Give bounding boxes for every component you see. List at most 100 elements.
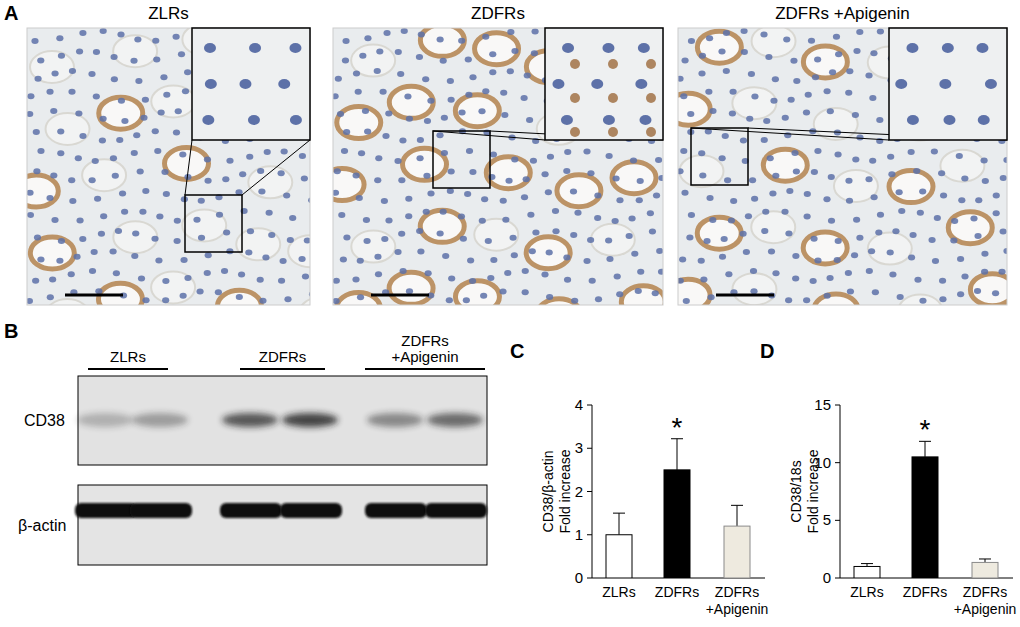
scale-bar <box>371 294 429 297</box>
image-frame <box>678 28 1007 305</box>
nucleus <box>810 236 817 242</box>
nucleus <box>131 253 138 259</box>
nucleus <box>785 297 792 303</box>
nucleus <box>583 258 590 264</box>
nucleus <box>406 288 413 294</box>
nucleus <box>829 69 836 75</box>
nucleus <box>333 93 339 99</box>
nucleus <box>381 236 388 242</box>
nucleus <box>376 48 383 54</box>
nucleus <box>27 111 33 117</box>
nucleus <box>823 196 830 202</box>
tubule <box>678 93 710 125</box>
nucleus <box>140 115 147 121</box>
nucleus <box>730 198 737 204</box>
inset-nucleus <box>278 79 290 89</box>
nucleus <box>27 298 33 304</box>
label-line: Fold increase <box>557 449 573 533</box>
nucleus <box>33 168 40 174</box>
nucleus <box>458 110 465 116</box>
nucleus <box>117 31 124 37</box>
tubule <box>697 217 741 249</box>
label: ZDFRs+Apigenin <box>954 584 1017 617</box>
nucleus <box>718 48 725 54</box>
tissue <box>678 28 1007 305</box>
inset-connector <box>433 131 545 140</box>
nucleus <box>552 228 559 234</box>
histology-image <box>27 28 310 305</box>
y-axis <box>840 405 841 578</box>
nucleus <box>865 176 872 182</box>
inset-nucleus <box>638 43 650 53</box>
nucleus <box>132 231 139 237</box>
error-bar <box>619 513 620 535</box>
nucleus <box>824 293 831 299</box>
label: 0 <box>823 569 831 586</box>
nucleus <box>706 35 713 41</box>
y-tick <box>587 491 592 492</box>
nucleus <box>678 278 684 284</box>
inset-stain <box>608 93 618 103</box>
inset-nucleus <box>943 115 955 125</box>
inset-source <box>185 195 242 252</box>
nucleus <box>380 89 387 95</box>
nucleus <box>730 89 737 95</box>
nucleus <box>301 175 308 181</box>
nucleus <box>950 238 957 244</box>
nucleus <box>98 231 105 237</box>
nucleus <box>828 218 835 224</box>
label: ZLRs <box>602 584 635 600</box>
nucleus <box>158 110 165 116</box>
nucleus <box>382 133 389 139</box>
tubule <box>751 211 795 243</box>
nucleus <box>532 230 539 236</box>
error-cap <box>731 505 743 506</box>
nucleus <box>866 268 873 274</box>
actin-band <box>280 503 342 518</box>
nucleus <box>51 70 58 76</box>
label-line: ZDFRs <box>963 584 1007 600</box>
nucleus <box>521 194 528 200</box>
nucleus <box>404 93 411 99</box>
nucleus <box>686 234 693 240</box>
nucleus <box>981 251 988 257</box>
nucleus <box>247 228 254 234</box>
nucleus <box>437 37 444 43</box>
tubule <box>612 162 656 194</box>
nucleus <box>119 190 126 196</box>
tubule <box>680 155 724 187</box>
nucleus <box>204 270 211 276</box>
nucleus <box>399 137 406 143</box>
tubule <box>82 159 126 191</box>
nucleus <box>870 50 877 56</box>
tubule <box>30 51 74 83</box>
histology-image <box>678 28 1007 305</box>
nucleus <box>352 276 359 282</box>
nucleus <box>138 275 145 281</box>
nucleus <box>970 215 977 221</box>
nucleus <box>722 133 729 139</box>
nucleus <box>27 93 34 99</box>
nucleus <box>204 178 211 184</box>
nucleus <box>993 193 1000 199</box>
nucleus <box>34 234 41 240</box>
bar <box>664 470 690 578</box>
nucleus <box>397 71 404 77</box>
actin-band <box>425 503 487 518</box>
nucleus <box>364 35 371 41</box>
nucleus <box>845 178 852 184</box>
nucleus <box>748 71 755 77</box>
nucleus <box>56 258 63 264</box>
nucleus <box>142 297 149 303</box>
nucleus <box>699 172 706 178</box>
nucleus <box>398 231 405 237</box>
group-underline <box>88 368 168 370</box>
nucleus <box>448 168 455 174</box>
nucleus <box>417 137 424 143</box>
nucleus <box>278 278 285 284</box>
nucleus <box>151 236 158 242</box>
nucleus <box>465 92 472 98</box>
nucleus <box>721 236 728 242</box>
nucleus <box>812 74 819 80</box>
y-tick <box>835 578 840 579</box>
